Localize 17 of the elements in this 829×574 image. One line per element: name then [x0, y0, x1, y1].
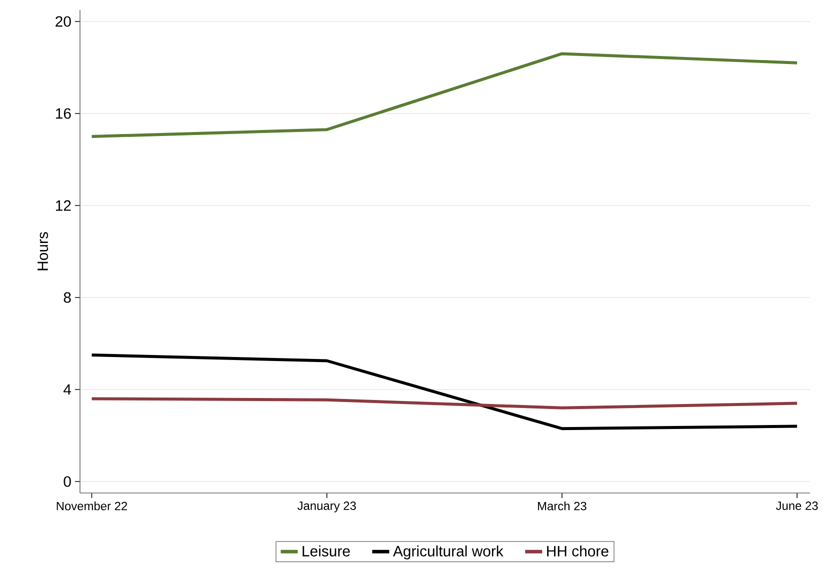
line-series [90, 354, 799, 430]
x-tick-label: June 23 [776, 502, 818, 510]
x-tick-label: January 23 [297, 502, 356, 512]
y-tick-label: 8 [64, 292, 71, 303]
legend-label: Leisure [302, 545, 350, 556]
y-tick-label: 16 [56, 108, 71, 119]
y-tick-label: 12 [56, 200, 71, 211]
legend-label: Agricultural work [393, 545, 504, 560]
y-tick-label: 4 [64, 384, 72, 395]
x-tick-label: November 22 [56, 502, 128, 510]
y-tick-label: 0 [64, 476, 71, 487]
y-axis-title: Hours [38, 232, 48, 270]
x-tick-label: March 23 [538, 502, 586, 510]
line-series [90, 397, 799, 410]
y-tick-label: 20 [56, 16, 71, 27]
line-series [90, 52, 799, 138]
legend-label: HH chore [547, 545, 608, 556]
